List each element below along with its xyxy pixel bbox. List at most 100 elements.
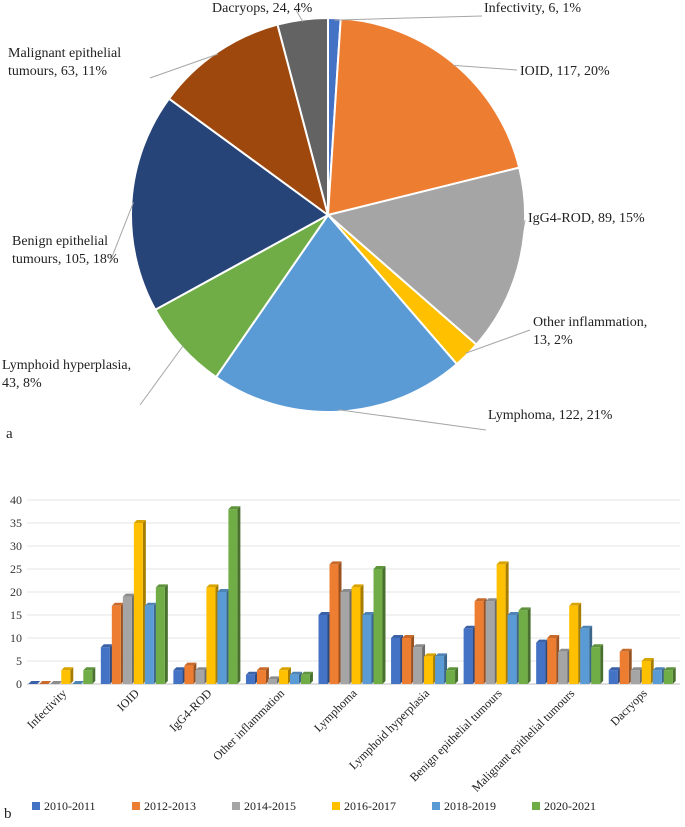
bar-top bbox=[362, 612, 375, 615]
bar-top bbox=[496, 561, 509, 565]
bar-2014-2015-other-inflammation bbox=[267, 676, 280, 684]
bar-top bbox=[184, 662, 197, 666]
bar-side bbox=[527, 607, 531, 684]
bar-2018-2019-other-inflammation bbox=[289, 671, 302, 684]
category-label: Other inflammation bbox=[210, 686, 287, 763]
bar-face bbox=[424, 656, 434, 684]
bar-2014-2015-infectivity bbox=[50, 681, 63, 684]
bar-face bbox=[340, 592, 350, 684]
bar-2014-2015-lymphoma bbox=[340, 589, 353, 684]
pie-label-line2: tumours, 105, 18% bbox=[12, 252, 119, 267]
bar-2016-2017-infectivity bbox=[61, 667, 74, 684]
bar-top bbox=[536, 639, 549, 643]
legend-swatch bbox=[232, 802, 240, 810]
bar-chart: 0 5 10 15 20 25 30 35 40 Infectivity IOID IgG4-ROD… bbox=[4, 493, 680, 822]
legend-item: 2016-2017 bbox=[332, 799, 396, 813]
bar-face bbox=[652, 670, 662, 684]
panel-label-b: b bbox=[4, 806, 12, 822]
bar-top bbox=[195, 667, 208, 671]
bar-2020-2021-dacryops bbox=[663, 667, 676, 684]
bar-face bbox=[195, 670, 205, 684]
pie-label-line1: IgG4-ROD, 89, 15% bbox=[528, 211, 645, 226]
bar-face bbox=[536, 642, 546, 684]
bar-face bbox=[351, 587, 361, 684]
legend-label: 2010-2011 bbox=[44, 799, 96, 813]
bar-side bbox=[382, 566, 386, 684]
bar-top bbox=[228, 506, 241, 510]
pie-slice-dacryops bbox=[276, 16, 329, 216]
bar-face bbox=[402, 638, 412, 684]
bar-2018-2019-lymphoma bbox=[362, 612, 375, 684]
bar-top bbox=[518, 607, 531, 611]
legend-item: 2010-2011 bbox=[32, 799, 96, 813]
bar-face bbox=[245, 674, 255, 684]
bar-2012-2013-infectivity bbox=[39, 681, 52, 684]
leader-line-lymphoma bbox=[338, 409, 487, 431]
bar-face bbox=[83, 670, 93, 684]
bar-face bbox=[300, 674, 310, 684]
pie-label-line2: 13, 2% bbox=[533, 333, 573, 348]
bar-top bbox=[580, 625, 593, 629]
bar-top bbox=[278, 667, 291, 671]
bar-2012-2013-lymphoid-hyperplasia bbox=[402, 635, 415, 684]
bar-face bbox=[569, 605, 579, 684]
pie-slice-ioid bbox=[326, 17, 521, 217]
bar-top bbox=[485, 598, 498, 602]
bar-2010-2011-other-inflammation bbox=[245, 671, 258, 684]
bar-top bbox=[446, 667, 459, 671]
bar-face bbox=[278, 670, 288, 684]
bar-top bbox=[206, 584, 219, 588]
bar-top bbox=[558, 648, 571, 652]
bar-top bbox=[641, 658, 654, 661]
bar-face bbox=[446, 670, 456, 684]
bar-face bbox=[619, 651, 629, 684]
bar-2018-2019-malignant-epithelial-tumours bbox=[580, 625, 593, 684]
bar-top bbox=[256, 667, 269, 671]
category-label: Lymphoid hyperplasia bbox=[346, 686, 432, 772]
legend-item: 2020-2021 bbox=[532, 799, 596, 813]
bar-top bbox=[619, 648, 632, 652]
bar-2020-2021-lymphoid-hyperplasia bbox=[446, 667, 459, 684]
bar-bars bbox=[28, 506, 676, 684]
y-tick-label: 20 bbox=[10, 585, 22, 599]
bar-2016-2017-malignant-epithelial-tumours bbox=[569, 602, 582, 684]
leader-line-igg4-rod bbox=[517, 219, 526, 261]
bar-2010-2011-malignant-epithelial-tumours bbox=[536, 639, 549, 684]
bar-2012-2013-lymphoma bbox=[329, 561, 342, 684]
panel-label-a: a bbox=[6, 426, 13, 442]
bar-top bbox=[155, 584, 168, 588]
bar-side bbox=[600, 644, 604, 684]
bar-2018-2019-infectivity bbox=[72, 681, 85, 684]
bar-2016-2017-dacryops bbox=[641, 658, 654, 684]
bar-2016-2017-lymphoma bbox=[351, 584, 364, 684]
pie-label-malignant-epithelial-tumours: Malignant epithelial tumours, 63, 11% bbox=[8, 46, 121, 79]
y-tick-label: 35 bbox=[10, 516, 22, 530]
legend-swatch bbox=[132, 802, 140, 810]
bar-2020-2021-infectivity bbox=[83, 667, 96, 684]
bar-side bbox=[309, 671, 313, 684]
bar-face bbox=[641, 661, 651, 684]
bar-face bbox=[329, 564, 339, 684]
bar-top bbox=[28, 681, 41, 684]
pie-slice-lymphoma bbox=[214, 213, 459, 413]
bar-top bbox=[111, 602, 124, 606]
y-tick-label: 5 bbox=[16, 654, 22, 668]
y-tick-label: 30 bbox=[10, 539, 22, 553]
leader-line-dacryops bbox=[295, 9, 304, 22]
bar-2012-2013-malignant-epithelial-tumours bbox=[547, 635, 560, 684]
bar-face bbox=[391, 638, 401, 684]
pie-label-other-inflammation: Other inflammation, 13, 2% bbox=[533, 315, 647, 348]
bar-legend: 2010-2011 2012-2013 2014-2015 2016-2017 2018… bbox=[32, 799, 596, 813]
bar-2014-2015-ioid bbox=[122, 593, 135, 684]
legend-label: 2018-2019 bbox=[444, 799, 496, 813]
bar-2014-2015-benign-epithelial-tumours bbox=[485, 598, 498, 684]
bar-2020-2021-other-inflammation bbox=[300, 671, 313, 684]
bar-face bbox=[144, 605, 154, 684]
bar-top bbox=[608, 667, 621, 671]
bar-face bbox=[518, 610, 528, 684]
bar-top bbox=[569, 602, 582, 606]
bar-face bbox=[362, 615, 372, 684]
bar-top bbox=[373, 566, 386, 569]
bar-face bbox=[608, 670, 618, 684]
bar-face bbox=[630, 670, 640, 684]
